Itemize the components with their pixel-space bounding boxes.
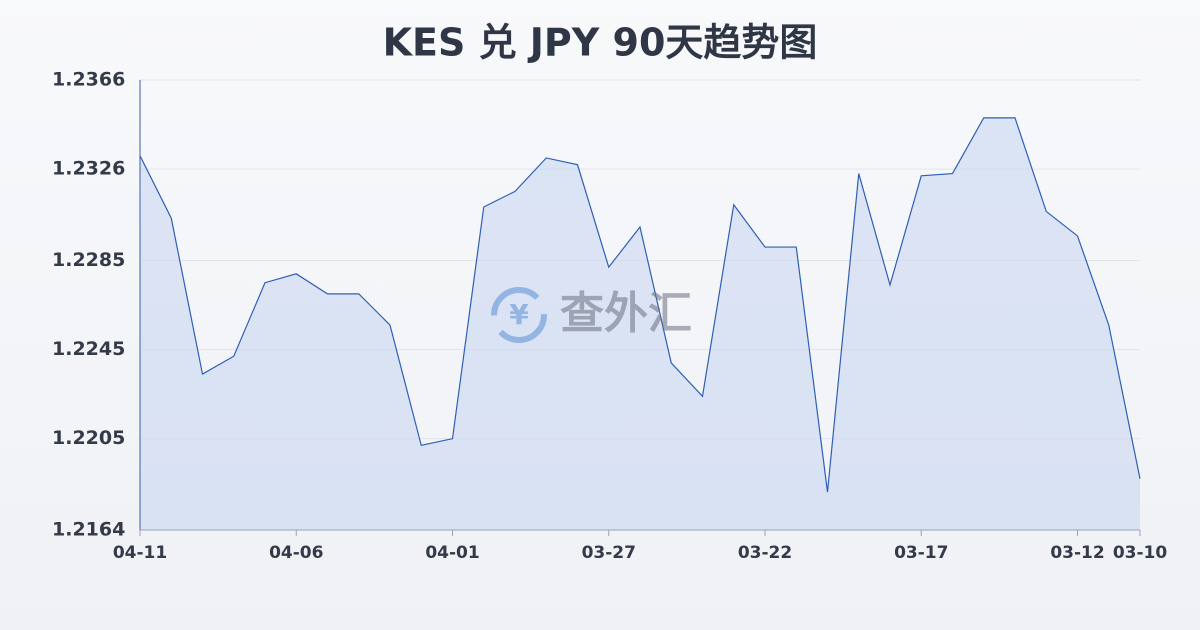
plot: 1.2366 1.2326 1.2285 1.2245 1.2205 1.216404-1… [52, 69, 1167, 564]
watermark-symbol: ¥ [509, 298, 529, 331]
y-tick-label: 1.2205 [52, 427, 125, 449]
x-tick-label: 03-17 [894, 543, 948, 563]
chart-title: KES 兑 JPY 90天趋势图 [383, 21, 818, 65]
line [139, 117, 1141, 493]
x-tick-label: 03-27 [582, 543, 636, 563]
y-tick-label: 1.2366 [52, 69, 125, 91]
y-tick-label: 1.2326 [52, 158, 125, 180]
x-tick-label: 04-06 [269, 543, 323, 563]
watermark: 查外汇 [560, 288, 692, 339]
x-tick-label: 04-11 [113, 543, 167, 563]
x-tick-label: 03-22 [738, 543, 792, 563]
x-tick-label: 03-10 [1113, 543, 1168, 563]
x-tick-label: 04-01 [425, 543, 479, 563]
y-tick-label: 1.2164 [52, 519, 125, 541]
area [140, 117, 1140, 531]
watermark-icon [491, 287, 547, 343]
y-tick-label: 1.2245 [52, 338, 125, 360]
y-tick-label: 1.2285 [52, 249, 125, 271]
x-tick-label: 03-12 [1050, 543, 1104, 563]
watermark-group: ¥ 查外汇 [491, 287, 692, 343]
